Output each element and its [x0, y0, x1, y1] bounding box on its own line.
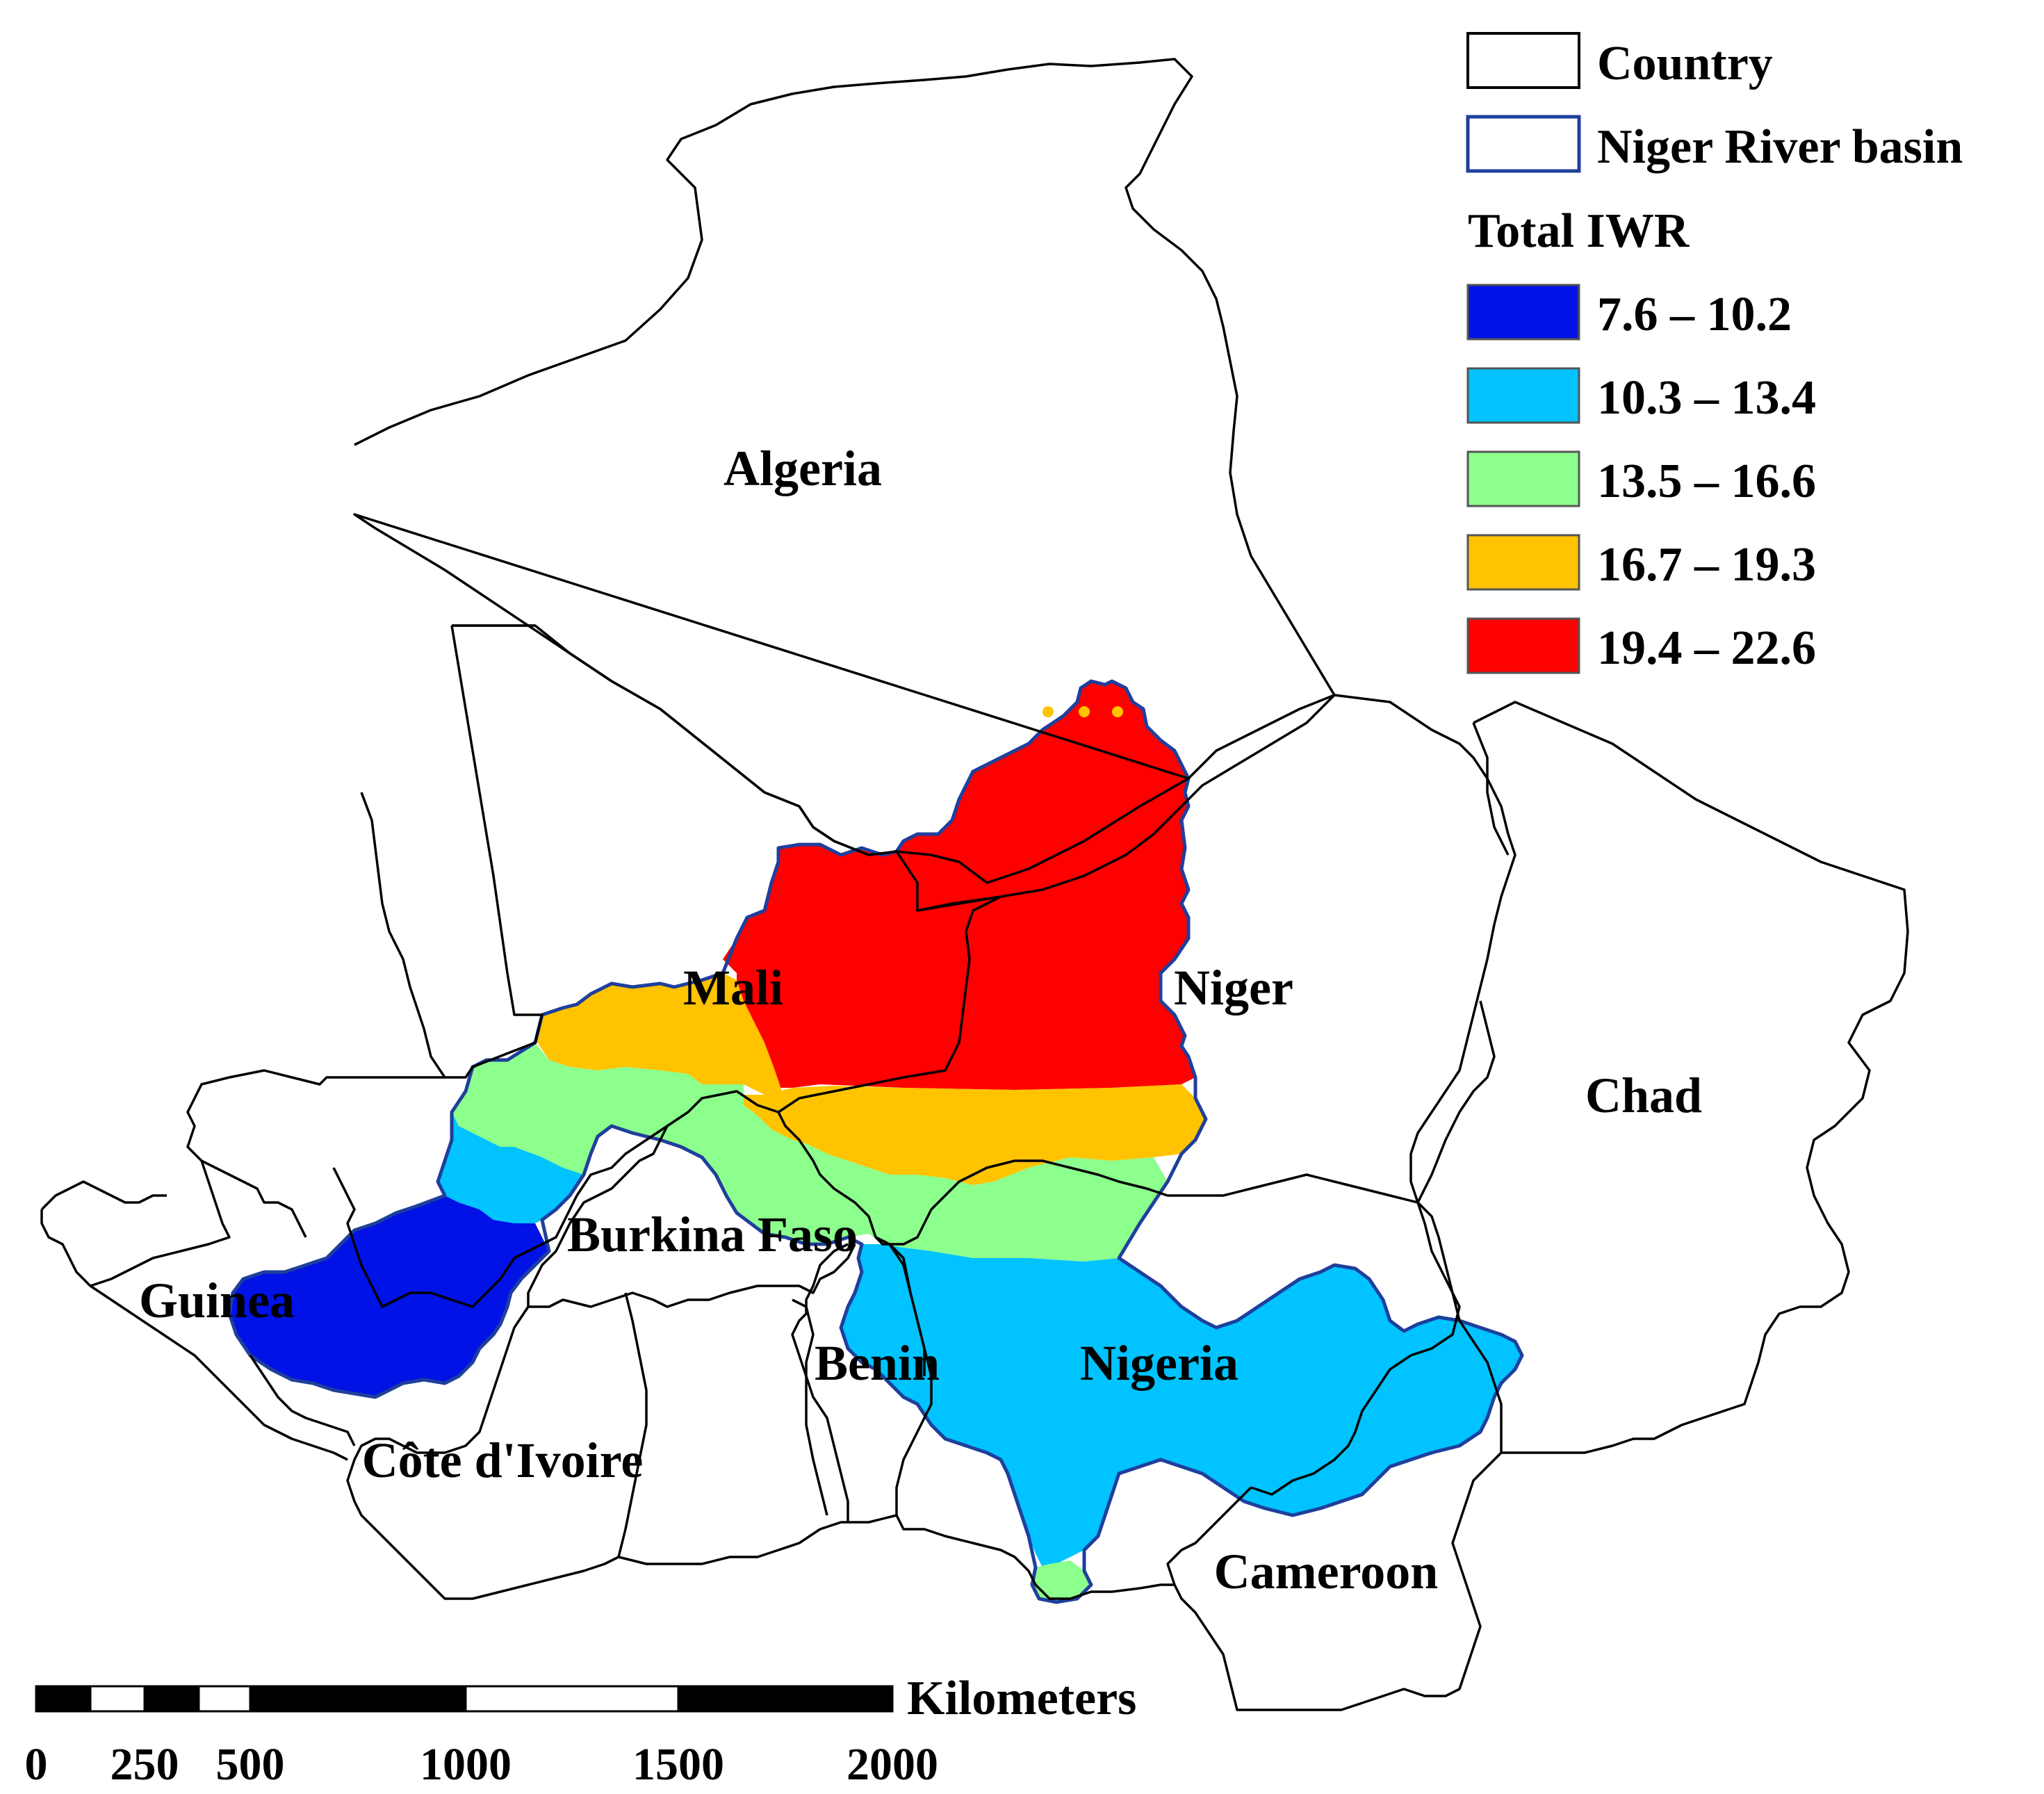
border-benin	[791, 1243, 926, 1522]
border-chad	[1416, 701, 1909, 1454]
iwr-zone-lightblue-east	[841, 1244, 1522, 1567]
legend-range: 16.7 – 19.3	[1597, 538, 1816, 592]
scale-segment	[197, 1685, 252, 1713]
scale-tick-label: 500	[216, 1739, 285, 1790]
legend-swatch	[1466, 367, 1580, 424]
legend-country-swatch	[1466, 32, 1580, 89]
border-mauritania	[360, 624, 535, 1078]
label-mali: Mali	[683, 960, 783, 1016]
iwr-zone-lightblue-west	[438, 1112, 584, 1223]
legend-range: 13.5 – 16.6	[1597, 455, 1816, 508]
legend-range: 10.3 – 13.4	[1597, 371, 1816, 425]
label-cameroon: Cameroon	[1214, 1544, 1439, 1599]
iwr-zone-green-delta	[1032, 1560, 1091, 1602]
legend-country-label: Country	[1597, 37, 1773, 90]
scale-segment	[35, 1685, 92, 1713]
iwr-zones	[229, 681, 1522, 1602]
iwr-zone-orange-west	[535, 973, 782, 1095]
border-mali	[186, 624, 1002, 1308]
legend-swatch	[1466, 617, 1580, 674]
iwr-zone-red	[723, 681, 1195, 1090]
scale-tick-label: 1000	[420, 1739, 512, 1790]
scale-tick-label: 0	[25, 1739, 48, 1790]
scale-tick-label: 250	[111, 1739, 179, 1790]
border-west-coast	[40, 1159, 619, 1600]
legend-basin-label: Niger River basin	[1597, 120, 1963, 174]
scale-bar: Kilometers 0 250 500 1000 1500 2000	[25, 1672, 1137, 1790]
legend-swatch	[1466, 534, 1580, 591]
country-borders	[40, 58, 1909, 1711]
iwr-zone-orange-east	[737, 1084, 1206, 1185]
country-labels: Algeria Mali Niger Chad Burkina Faso Gui…	[139, 441, 1702, 1599]
legend-basin-swatch	[1466, 115, 1581, 173]
legend-swatch	[1466, 284, 1580, 341]
legend-range: 19.4 – 22.6	[1597, 621, 1816, 675]
legend-title: Total IWR	[1468, 204, 1690, 258]
legend-range: 7.6 – 10.2	[1597, 288, 1792, 341]
label-guinea: Guinea	[139, 1273, 295, 1328]
scale-segment	[143, 1685, 200, 1713]
iwr-zone-darkblue	[229, 1196, 549, 1397]
label-benin: Benin	[815, 1335, 940, 1391]
scale-tick-label: 1500	[632, 1739, 724, 1790]
scale-unit: Kilometers	[907, 1672, 1136, 1725]
label-niger: Niger	[1174, 960, 1293, 1016]
label-nigeria: Nigeria	[1080, 1335, 1238, 1391]
scale-segment	[249, 1685, 467, 1713]
iwr-dot	[1079, 706, 1090, 717]
border-cameroon	[1166, 1201, 1503, 1711]
iwr-zone-green	[452, 1043, 1168, 1262]
legend: Country Niger River basin Total IWR 7.6 …	[1466, 32, 1963, 675]
label-burkina-faso: Burkina Faso	[567, 1207, 858, 1262]
scale-segment	[464, 1685, 680, 1713]
label-chad: Chad	[1585, 1068, 1702, 1123]
iwr-dot	[1043, 706, 1054, 717]
iwr-dot	[1112, 706, 1123, 717]
scale-tick-label: 2000	[847, 1739, 938, 1790]
label-algeria: Algeria	[723, 441, 882, 496]
niger-basin-outline	[227, 679, 1524, 1604]
legend-swatch	[1466, 450, 1580, 507]
scale-segment	[89, 1685, 146, 1713]
scale-segment	[677, 1685, 894, 1713]
label-cote-divoire: Côte d'Ivoire	[362, 1433, 644, 1488]
border-burkina	[527, 1125, 897, 1565]
